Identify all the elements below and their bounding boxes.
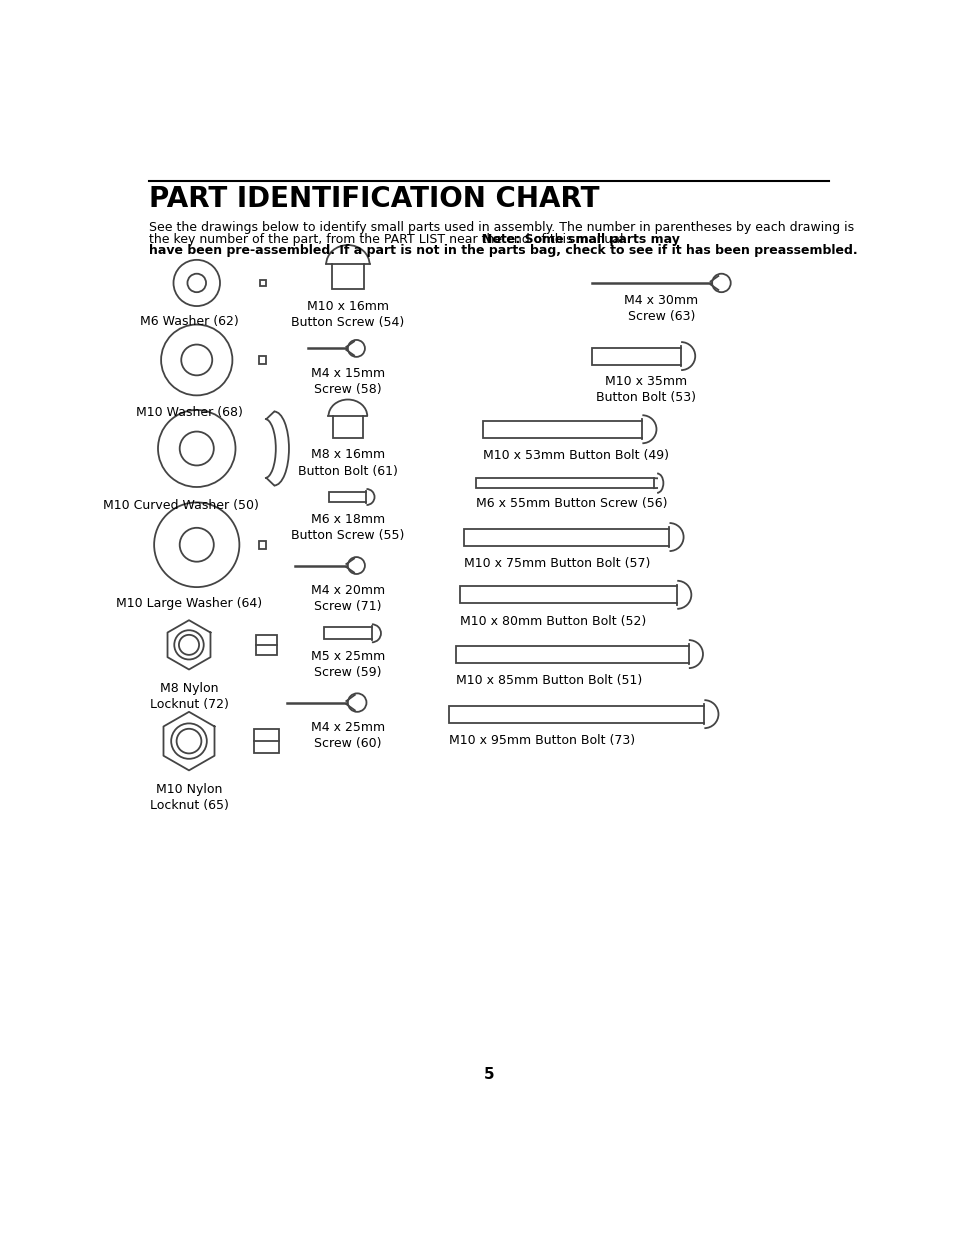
Text: M4 x 20mm
Screw (71): M4 x 20mm Screw (71): [311, 584, 384, 613]
Text: M10 Curved Washer (50): M10 Curved Washer (50): [103, 499, 259, 511]
Text: the key number of the part, from the PART LIST near the end of this manual.: the key number of the part, from the PAR…: [149, 233, 631, 246]
Text: M10 x 75mm Button Bolt (57): M10 x 75mm Button Bolt (57): [464, 557, 650, 571]
Text: PART IDENTIFICATION CHART: PART IDENTIFICATION CHART: [149, 185, 598, 214]
Text: M8 x 16mm
Button Bolt (61): M8 x 16mm Button Bolt (61): [297, 448, 397, 478]
Text: M10 Nylon
Locknut (65): M10 Nylon Locknut (65): [150, 783, 228, 813]
Text: M4 x 30mm
Screw (63): M4 x 30mm Screw (63): [623, 294, 698, 322]
Text: M10 x 53mm Button Bolt (49): M10 x 53mm Button Bolt (49): [483, 450, 669, 462]
Text: M6 x 18mm
Button Screw (55): M6 x 18mm Button Screw (55): [291, 514, 404, 542]
Text: M5 x 25mm
Screw (59): M5 x 25mm Screw (59): [311, 651, 385, 679]
Text: M10 x 80mm Button Bolt (52): M10 x 80mm Button Bolt (52): [459, 615, 646, 627]
Text: have been pre-assembled. If a part is not in the parts bag, check to see if it h: have been pre-assembled. If a part is no…: [149, 245, 857, 257]
Text: M10 x 16mm
Button Screw (54): M10 x 16mm Button Screw (54): [291, 300, 404, 329]
Text: M10 x 95mm Button Bolt (73): M10 x 95mm Button Bolt (73): [448, 734, 634, 747]
Text: M8 Nylon
Locknut (72): M8 Nylon Locknut (72): [150, 682, 228, 711]
Text: M4 x 25mm
Screw (60): M4 x 25mm Screw (60): [311, 721, 384, 750]
Text: M6 Washer (62): M6 Washer (62): [139, 315, 238, 329]
Text: 5: 5: [483, 1067, 494, 1082]
Text: Note: Some small parts may: Note: Some small parts may: [481, 233, 679, 246]
Text: M10 x 85mm Button Bolt (51): M10 x 85mm Button Bolt (51): [456, 674, 642, 687]
Text: See the drawings below to identify small parts used in assembly. The number in p: See the drawings below to identify small…: [149, 221, 853, 235]
Text: M4 x 15mm
Screw (58): M4 x 15mm Screw (58): [311, 367, 384, 396]
Text: M10 x 35mm
Button Bolt (53): M10 x 35mm Button Bolt (53): [596, 374, 695, 404]
Text: M10 Washer (68): M10 Washer (68): [135, 406, 242, 419]
Text: M6 x 55mm Button Screw (56): M6 x 55mm Button Screw (56): [476, 496, 666, 510]
Text: M10 Large Washer (64): M10 Large Washer (64): [116, 597, 262, 610]
